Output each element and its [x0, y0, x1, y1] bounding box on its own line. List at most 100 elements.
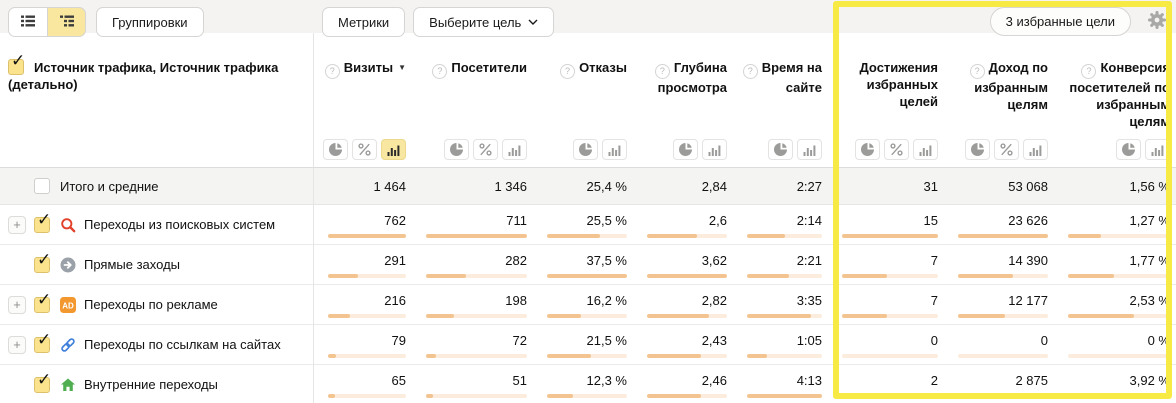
metric-cell-revenue: 0	[944, 325, 1054, 364]
column-label: Посетители	[451, 60, 527, 75]
metric-value: 0	[930, 333, 938, 348]
metric-value: 25,5 %	[586, 213, 627, 228]
help-icon[interactable]: ?	[432, 64, 448, 79]
column-header-time-on-site[interactable]: ? Время на сайте	[733, 47, 828, 130]
pie-view-button[interactable]	[673, 139, 698, 160]
help-icon[interactable]: ?	[742, 64, 758, 79]
column-header-depth[interactable]: ? Глубина просмотра	[633, 47, 733, 130]
metric-cell-time_on_site: 2:27	[733, 168, 828, 204]
metric-cell-revenue: 23 626	[944, 205, 1054, 244]
pie-view-button[interactable]	[323, 139, 348, 160]
percent-view-button[interactable]	[352, 139, 377, 160]
svg-text:AD: AD	[62, 301, 74, 310]
expand-button[interactable]: +	[8, 335, 26, 354]
row-checkbox[interactable]	[34, 370, 51, 393]
row-label[interactable]: Переходы по рекламе	[84, 297, 218, 312]
metric-bar	[547, 234, 627, 238]
metric-cell-bounces: 12,3 %	[533, 365, 633, 403]
bars-view-button[interactable]	[702, 139, 727, 160]
metric-bar	[842, 274, 938, 278]
favorite-goals-button[interactable]: 3 избранные цели	[989, 7, 1131, 36]
pie-view-button[interactable]	[573, 139, 598, 160]
chart-view-switchers	[0, 139, 1176, 160]
pie-view-button[interactable]	[444, 139, 469, 160]
pie-view-button[interactable]	[768, 139, 793, 160]
metric-cell-visits: 216	[314, 285, 412, 324]
groupings-button[interactable]: Группировки	[96, 7, 204, 37]
toolbar-middle-group: Метрики Выберите цель	[322, 7, 555, 37]
column-label: Достижения избранных целей	[859, 60, 938, 109]
metric-cell-revenue: 2 875	[944, 365, 1054, 403]
help-icon[interactable]: ?	[560, 64, 576, 79]
column-header-goal-reaches[interactable]: Достижения избранных целей	[828, 47, 944, 130]
metric-bar	[328, 234, 406, 238]
chevron-down-icon	[528, 19, 538, 25]
metric-cell-goal_reaches: 2	[828, 365, 944, 403]
bars-view-button[interactable]	[502, 139, 527, 160]
row-label[interactable]: Переходы из поисковых систем	[84, 217, 276, 232]
metric-bar	[958, 354, 1048, 358]
select-goal-label: Выберите цель	[429, 14, 522, 30]
pie-view-button[interactable]	[1116, 139, 1141, 160]
metric-bar	[747, 234, 822, 238]
settings-button[interactable]	[1147, 10, 1167, 33]
metric-cell-goal_reaches: 7	[828, 285, 944, 324]
toolbar-right-group: 3 избранные цели	[989, 7, 1167, 36]
expand-button[interactable]: +	[8, 215, 26, 234]
row-checkbox[interactable]	[34, 290, 51, 313]
pie-view-button[interactable]	[965, 139, 990, 160]
row-checkbox[interactable]	[34, 330, 51, 353]
row-label[interactable]: Прямые заходы	[84, 257, 181, 272]
metric-value: 23 626	[1008, 213, 1048, 228]
metric-bar	[328, 314, 406, 318]
metric-bar	[547, 354, 627, 358]
metric-cell-goal_reaches: 0	[828, 325, 944, 364]
help-icon[interactable]: ?	[1081, 64, 1097, 79]
metric-cell-bounces: 25,5 %	[533, 205, 633, 244]
row-label[interactable]: Внутренние переходы	[84, 377, 218, 392]
percent-view-button[interactable]	[473, 139, 498, 160]
row-checkbox[interactable]	[34, 210, 51, 233]
percent-view-button[interactable]	[994, 139, 1019, 160]
select-goal-button[interactable]: Выберите цель	[413, 7, 555, 37]
bars-view-button[interactable]	[1145, 139, 1170, 160]
metric-cell-bounces: 21,5 %	[533, 325, 633, 364]
metric-cell-depth: 2,43	[633, 325, 733, 364]
column-header-visitors[interactable]: ? Посетители	[412, 47, 533, 130]
row-checkbox[interactable]	[34, 178, 50, 194]
metric-cell-visitors: 1 346	[412, 168, 533, 204]
column-header-conversion[interactable]: ? Конверсия посетителей по избранным целя…	[1054, 47, 1176, 130]
help-icon[interactable]: ?	[654, 64, 670, 79]
list-view-button[interactable]	[8, 7, 47, 37]
metrics-button[interactable]: Метрики	[322, 7, 406, 37]
metric-bar	[747, 314, 822, 318]
metric-value: 2:21	[796, 253, 822, 268]
metric-value: 282	[505, 253, 527, 268]
metric-value: 2,82	[701, 293, 727, 308]
help-icon[interactable]: ?	[324, 64, 340, 79]
bars-view-button[interactable]	[602, 139, 627, 160]
metric-cell-depth: 2,82	[633, 285, 733, 324]
bars-view-button[interactable]	[1023, 139, 1048, 160]
expand-spacer	[8, 256, 26, 274]
select-all-checkbox[interactable]	[8, 52, 25, 75]
bars-view-button[interactable]	[913, 139, 938, 160]
column-header-revenue[interactable]: ? Доход по избранным целям	[944, 47, 1054, 130]
expand-spacer	[8, 177, 26, 195]
column-header-visits[interactable]: ? Визиты ▼	[314, 47, 412, 130]
pie-view-button[interactable]	[855, 139, 880, 160]
column-header-bounces[interactable]: ? Отказы	[533, 47, 633, 130]
help-icon[interactable]: ?	[969, 64, 985, 79]
row-label[interactable]: Переходы по ссылкам на сайтах	[84, 337, 281, 352]
tree-view-button[interactable]	[47, 7, 86, 37]
column-label: Конверсия посетителей по избранным целям	[1069, 60, 1170, 129]
metric-bar	[426, 354, 527, 358]
metric-value: 15	[923, 213, 938, 228]
bars-view-button[interactable]	[797, 139, 822, 160]
metric-cell-visits: 1 464	[314, 168, 412, 204]
bars-view-button[interactable]	[381, 139, 406, 160]
row-checkbox[interactable]	[34, 250, 51, 273]
expand-button[interactable]: +	[8, 295, 26, 314]
metric-bar	[426, 314, 527, 318]
percent-view-button[interactable]	[884, 139, 909, 160]
